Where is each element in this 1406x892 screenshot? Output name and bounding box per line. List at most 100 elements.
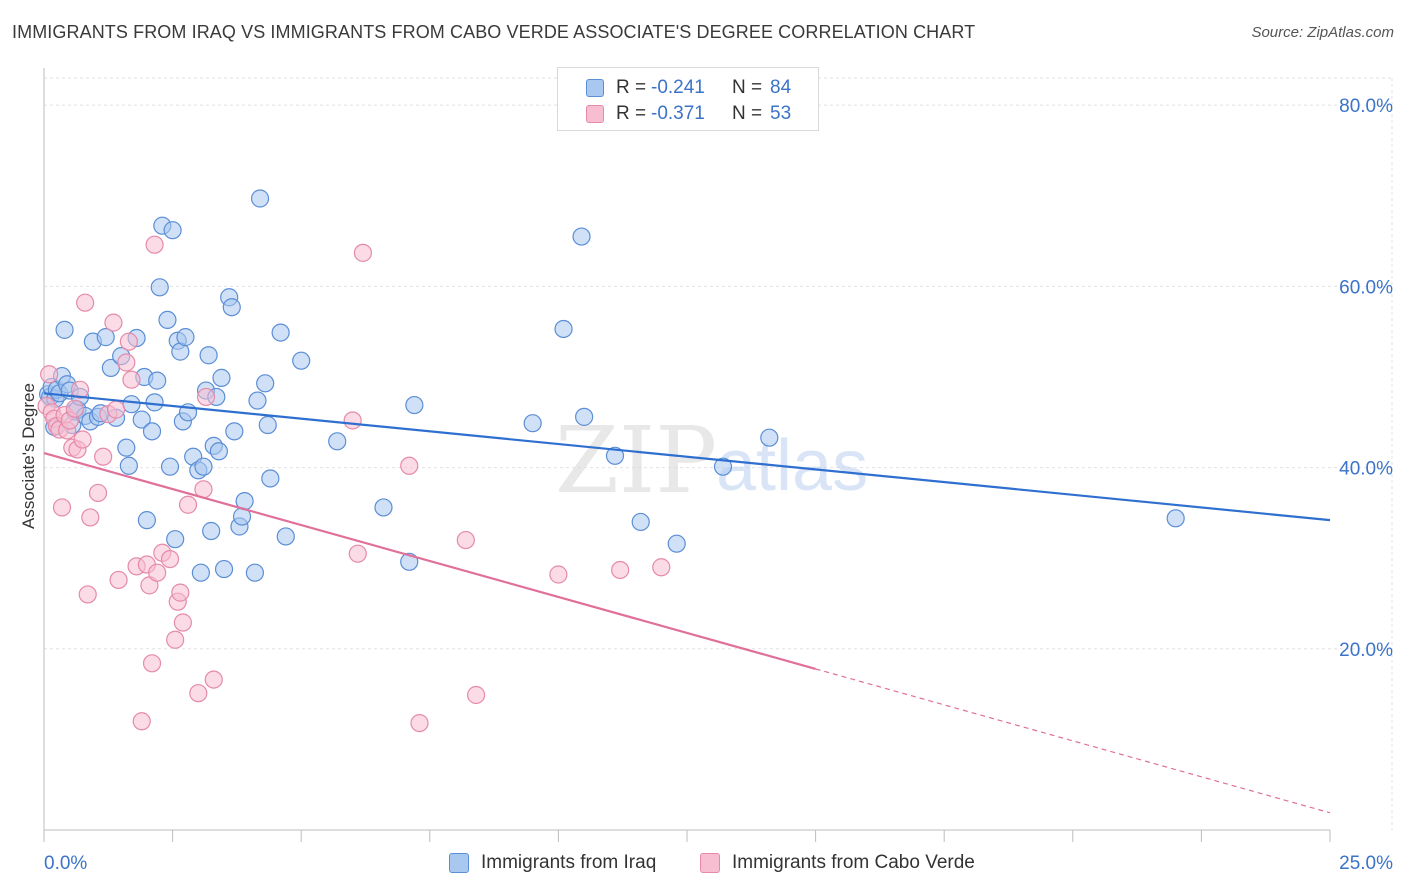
iraq-data-point bbox=[119, 456, 138, 475]
legend-label: Immigrants from Cabo Verde bbox=[732, 852, 975, 873]
cabo-verde-data-point bbox=[122, 370, 141, 389]
y-axis-label: Associate's Degree bbox=[19, 383, 38, 529]
iraq-data-point bbox=[202, 521, 221, 541]
cabo-verde-data-point bbox=[109, 570, 128, 590]
n-value: 84 bbox=[770, 77, 792, 98]
cabo-verde-data-point bbox=[76, 293, 95, 312]
gridlines bbox=[44, 77, 1393, 830]
cabo-verde-data-point bbox=[132, 712, 151, 731]
watermark: ZIP atlas bbox=[555, 407, 868, 514]
cabo-verde-data-point bbox=[81, 508, 100, 527]
cabo-verde-swatch-icon bbox=[700, 853, 720, 873]
iraq-data-point bbox=[55, 320, 74, 339]
iraq-data-point bbox=[1166, 509, 1185, 528]
n-label: N = bbox=[732, 103, 763, 124]
x-tick-label: 0.0% bbox=[44, 853, 87, 874]
iraq-data-point bbox=[261, 469, 280, 488]
r-label: R = bbox=[616, 103, 647, 124]
cabo-verde-trend-line bbox=[43, 452, 816, 670]
cabo-verde-data-point bbox=[196, 387, 216, 407]
cabo-verde-data-point bbox=[189, 684, 208, 703]
cabo-verde-data-point bbox=[40, 365, 59, 384]
y-tick-label: 40.0% bbox=[1339, 459, 1393, 480]
iraq-data-point bbox=[258, 415, 277, 435]
iraq-data-point bbox=[96, 328, 115, 347]
iraq-data-point bbox=[276, 527, 295, 546]
iraq-data-point bbox=[271, 323, 290, 342]
source-label: Source: ZipAtlas.com bbox=[1251, 24, 1394, 41]
n-value: 53 bbox=[770, 103, 792, 124]
cabo-verde-swatch-icon bbox=[586, 105, 604, 123]
cabo-verde-data-point bbox=[173, 613, 192, 632]
cabo-verde-data-point bbox=[343, 411, 362, 430]
cabo-verde-data-point bbox=[652, 558, 671, 577]
cabo-verde-data-point bbox=[549, 565, 568, 584]
r-value: -0.371 bbox=[651, 103, 705, 124]
iraq-data-point bbox=[631, 512, 650, 532]
iraq-data-point bbox=[575, 407, 594, 426]
iraq-data-point bbox=[214, 559, 234, 579]
iraq-data-point bbox=[117, 438, 136, 457]
iraq-data-point bbox=[572, 227, 591, 246]
cabo-verde-data-point bbox=[611, 560, 630, 580]
cabo-verde-data-point bbox=[456, 530, 475, 550]
cabo-verde-data-point bbox=[104, 313, 123, 332]
iraq-data-point bbox=[760, 428, 779, 447]
iraq-swatch-icon bbox=[449, 853, 469, 873]
series-iraq-points bbox=[39, 189, 1185, 582]
cabo-verde-data-point bbox=[166, 630, 185, 649]
iraq-data-point bbox=[554, 319, 573, 339]
iraq-data-point bbox=[132, 410, 151, 429]
iraq-data-point bbox=[523, 414, 542, 433]
cabo-verde-data-point bbox=[52, 498, 72, 517]
cabo-verde-data-point bbox=[178, 495, 198, 514]
iraq-data-point bbox=[605, 446, 625, 465]
iraq-data-point bbox=[148, 371, 167, 390]
iraq-data-point bbox=[667, 534, 686, 553]
iraq-data-point bbox=[292, 351, 311, 370]
stats-row-iraq: R = -0.241 N = 84 bbox=[558, 77, 818, 101]
iraq-data-point bbox=[209, 442, 228, 461]
cabo-verde-data-point bbox=[73, 430, 92, 449]
cabo-verde-data-point bbox=[171, 583, 190, 602]
iraq-swatch-icon bbox=[586, 79, 604, 97]
iraq-data-point bbox=[405, 395, 424, 415]
iraq-data-point bbox=[160, 457, 180, 476]
y-tick-label: 60.0% bbox=[1339, 277, 1393, 298]
iraq-data-point bbox=[137, 511, 156, 530]
stats-row-cabo-verde: R = -0.371 N = 53 bbox=[558, 103, 818, 127]
iraq-data-point bbox=[256, 374, 275, 393]
cabo-verde-data-point bbox=[348, 544, 367, 563]
iraq-data-point bbox=[158, 310, 177, 330]
stats-box: R = -0.241 N = 84 R = -0.371 N = 53 bbox=[557, 67, 819, 131]
iraq-data-point bbox=[245, 563, 265, 582]
series-cabo-verde-points bbox=[37, 235, 671, 733]
cabo-verde-data-point bbox=[410, 713, 429, 733]
chart-title: IMMIGRANTS FROM IRAQ VS IMMIGRANTS FROM … bbox=[12, 22, 976, 42]
iraq-data-point bbox=[194, 457, 213, 476]
iraq-data-point bbox=[166, 530, 185, 549]
iraq-data-point bbox=[713, 457, 733, 476]
iraq-data-point bbox=[163, 221, 182, 240]
y-tick-label: 20.0% bbox=[1339, 640, 1393, 661]
iraq-trend-line bbox=[43, 392, 1331, 522]
legend-label: Immigrants from Iraq bbox=[481, 852, 657, 873]
cabo-verde-data-point bbox=[106, 400, 126, 419]
cabo-verde-trend-line-extension bbox=[815, 668, 1331, 814]
iraq-data-point bbox=[250, 189, 270, 208]
r-value: -0.241 bbox=[651, 77, 705, 98]
cabo-verde-data-point bbox=[466, 685, 486, 705]
iraq-data-point bbox=[176, 328, 195, 347]
iraq-data-point bbox=[199, 346, 218, 365]
cabo-verde-data-point bbox=[353, 243, 373, 262]
iraq-data-point bbox=[328, 432, 347, 451]
cabo-verde-data-point bbox=[160, 549, 180, 569]
cabo-verde-data-point bbox=[70, 380, 90, 399]
cabo-verde-data-point bbox=[88, 483, 108, 503]
cabo-verde-data-point bbox=[117, 353, 136, 372]
iraq-data-point bbox=[142, 422, 162, 441]
cabo-verde-data-point bbox=[94, 447, 113, 466]
x-tick-label: 25.0% bbox=[1339, 853, 1393, 874]
cabo-verde-data-point bbox=[142, 654, 162, 673]
